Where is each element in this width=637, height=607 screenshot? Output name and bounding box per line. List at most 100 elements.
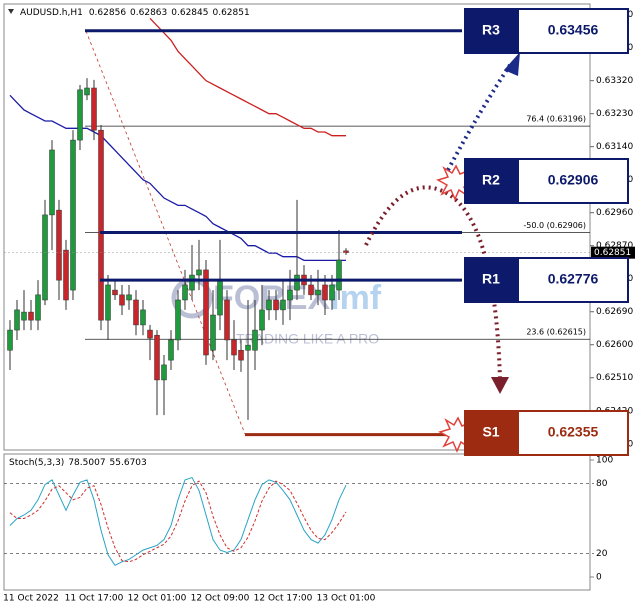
price-tag [591, 246, 635, 259]
y-tick-label: 0 [596, 573, 602, 583]
y-tick-label: 0.62690 [596, 307, 633, 317]
stoch-signal-value: 55.6703 [110, 458, 147, 468]
y-tick-label: 80 [596, 479, 608, 489]
candle-body [322, 284, 328, 301]
level-boxes: R3 0.63456 R2 0.62906 R1 0.62776 S1 0.62355 [464, 8, 629, 456]
fib-label: 76.4 (0.63196) [526, 115, 586, 124]
candle-body [56, 209, 62, 281]
fib-label: -50.0 (0.62906) [523, 221, 586, 230]
candle-body [343, 250, 349, 253]
candle-body [161, 364, 167, 381]
x-tick-label: 12 Oct 09:00 [191, 594, 250, 604]
candle-body [259, 309, 265, 331]
y-tick-label: 0.63320 [596, 76, 633, 86]
candle-body [224, 299, 230, 341]
level-value: 0.62776 [548, 271, 599, 287]
moving-average [9, 94, 346, 262]
stoch-panel [3, 453, 591, 591]
watermark-brand-text: FOREX [213, 279, 330, 317]
candle-body [35, 294, 41, 321]
x-tick-label: 12 Oct 17:00 [254, 594, 313, 604]
symbol: AUDUSD.h,H1 [20, 8, 83, 18]
stoch-main-value: 78.5007 [68, 458, 105, 468]
level-box-value [517, 158, 629, 204]
x-tick-label: 12 Oct 01:00 [128, 594, 187, 604]
candle-body [217, 279, 223, 316]
stoch-line [9, 476, 347, 566]
candle-body [105, 284, 111, 321]
candle-body [266, 299, 272, 311]
candle-body [315, 289, 321, 296]
candle-body [133, 299, 139, 326]
quote-open: 0.62856 [89, 8, 126, 18]
y-tick-label: 0.62960 [596, 208, 633, 218]
plot-layer: 0.635000.634100.633200.632300.631400.630… [3, 10, 635, 604]
level-label: R2 [482, 172, 500, 188]
y-tick-label: 0.62870 [596, 241, 633, 251]
level-box-value [517, 257, 629, 303]
x-tick-label: 13 Oct 01:00 [317, 594, 376, 604]
y-tick-label: 20 [596, 549, 608, 559]
candle-body [273, 299, 279, 311]
level-box-value [517, 8, 629, 54]
y-tick-label: 100 [596, 456, 613, 466]
candle-body [98, 129, 104, 321]
level-box-value [517, 410, 629, 456]
candle-body [28, 311, 34, 321]
candle-body [49, 149, 55, 216]
arrowhead-r3 [504, 52, 520, 76]
candle-body [147, 329, 153, 339]
candle-body [238, 349, 244, 361]
candle-body [182, 284, 188, 301]
level-value: 0.62906 [548, 172, 599, 188]
candle-body [308, 284, 314, 296]
candle-body [14, 309, 20, 331]
candle-body [336, 259, 342, 291]
candle-body [91, 87, 97, 131]
candle-body [287, 289, 293, 301]
header-icon [8, 9, 14, 14]
level-box-key [464, 158, 518, 204]
candle-body [210, 314, 216, 351]
candle-body [63, 249, 69, 301]
candle-body [329, 284, 335, 301]
level-value: 0.63456 [548, 22, 599, 38]
candle-body [196, 269, 202, 276]
candle-body [77, 89, 83, 141]
quote-close: 0.62851 [212, 8, 249, 18]
candle-body [154, 334, 160, 381]
level-box-key [464, 8, 518, 54]
watermark-tagline: TRADING LIKE A PRO [236, 331, 379, 347]
candle-body [126, 294, 132, 301]
candle-body [168, 339, 174, 361]
level-box-key [464, 257, 518, 303]
y-tick-label: 0.62600 [596, 340, 633, 350]
x-tick-label: 11 Oct 2022 [3, 594, 59, 604]
candle-body [7, 329, 13, 351]
candle-body [294, 274, 300, 291]
candle-body [203, 269, 209, 356]
candle-body [231, 339, 237, 356]
level-label: R3 [482, 22, 500, 38]
stoch-title: Stoch(5,3,3) [9, 458, 64, 468]
candle-body [70, 139, 76, 291]
fib-label: 23.6 (0.62615) [526, 328, 586, 337]
level-box-key [464, 410, 518, 456]
candle-body [140, 309, 146, 326]
stoch-header: Stoch(5,3,3) 78.5007 55.6703 [9, 458, 147, 468]
candle-body [189, 274, 195, 291]
x-tick-label: 11 Oct 17:00 [65, 594, 124, 604]
candle-body [175, 299, 181, 341]
arrowhead-s1 [491, 377, 509, 394]
level-label: R1 [482, 271, 500, 287]
y-tick-label: 0.63140 [596, 142, 633, 152]
candle-body [42, 214, 48, 301]
level-label: S1 [482, 424, 499, 440]
candle-body [84, 87, 90, 96]
candle-body [280, 299, 286, 311]
candle-body [252, 329, 258, 351]
price-tag-label: 0.62851 [594, 248, 631, 258]
quote-high: 0.62863 [130, 8, 167, 18]
candle-body [245, 344, 251, 351]
